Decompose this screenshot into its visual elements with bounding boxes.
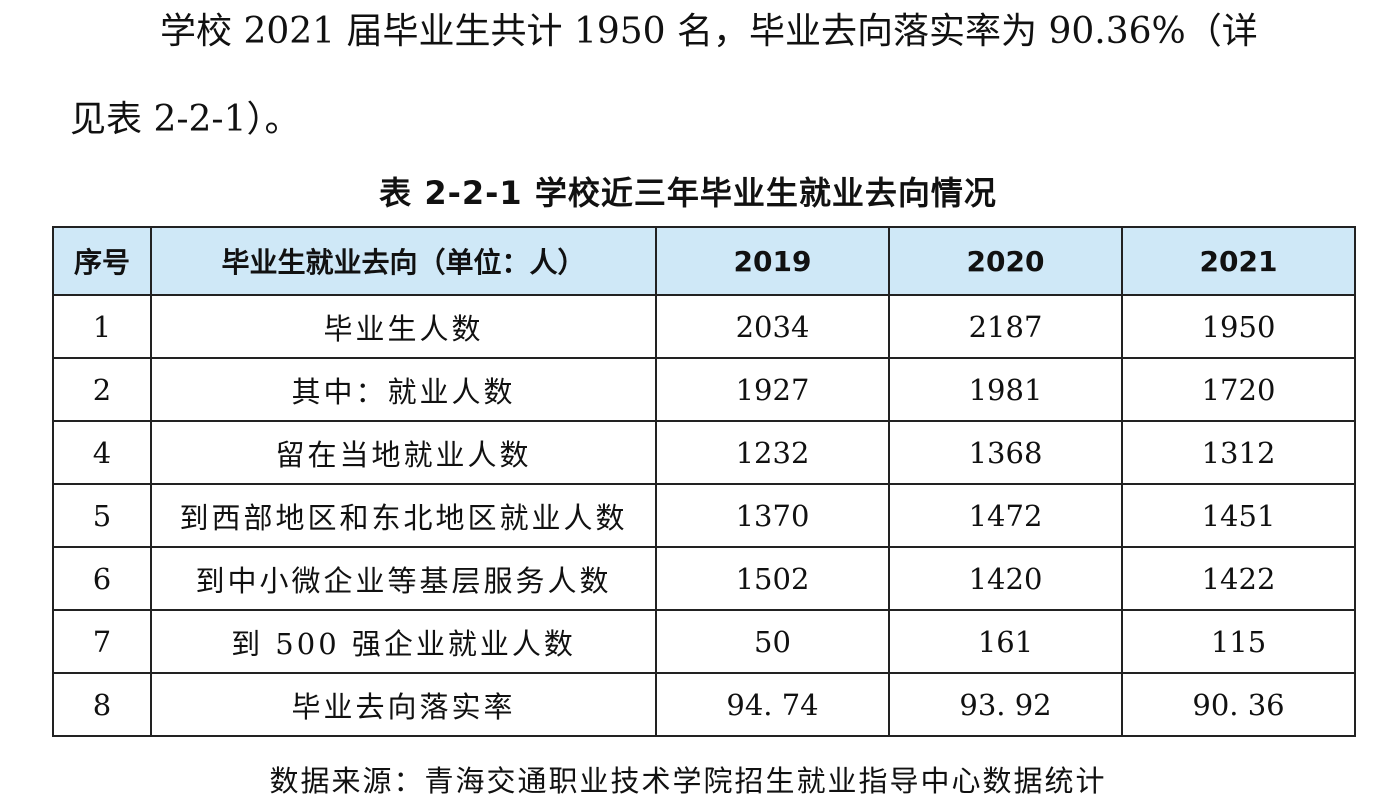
- cell-no: 1: [52, 294, 152, 359]
- cell-no: 2: [52, 357, 152, 422]
- cell-2021: 90. 36: [1121, 672, 1356, 737]
- table-row: 5 到西部地区和东北地区就业人数 1370 1472 1451: [52, 483, 1356, 548]
- cell-2021: 1422: [1121, 546, 1356, 611]
- cell-2019: 1927: [655, 357, 890, 422]
- table-row: 2 其中：就业人数 1927 1981 1720: [52, 357, 1356, 422]
- cell-2019: 94. 74: [655, 672, 890, 737]
- table-row: 8 毕业去向落实率 94. 74 93. 92 90. 36: [52, 672, 1356, 737]
- header-2020: 2020: [888, 226, 1123, 296]
- cell-2020: 1420: [888, 546, 1123, 611]
- cell-label: 到西部地区和东北地区就业人数: [150, 483, 657, 548]
- data-source-note: 数据来源：青海交通职业技术学院招生就业指导中心数据统计: [269, 764, 1107, 798]
- cell-2020: 2187: [888, 294, 1123, 359]
- cell-2021: 115: [1121, 609, 1356, 674]
- table-header-row: 序号 毕业生就业去向（单位：人） 2019 2020 2021: [52, 226, 1356, 296]
- cell-2019: 1502: [655, 546, 890, 611]
- table-caption: 表 2-2-1 学校近三年毕业生就业去向情况: [379, 174, 997, 212]
- cell-2021: 1720: [1121, 357, 1356, 422]
- cell-2020: 1368: [888, 420, 1123, 485]
- cell-no: 7: [52, 609, 152, 674]
- cell-2019: 50: [655, 609, 890, 674]
- cell-2021: 1451: [1121, 483, 1356, 548]
- cell-no: 6: [52, 546, 152, 611]
- cell-2019: 2034: [655, 294, 890, 359]
- cell-2019: 1232: [655, 420, 890, 485]
- cell-2021: 1950: [1121, 294, 1356, 359]
- employment-table: 序号 毕业生就业去向（单位：人） 2019 2020 2021 1 毕业生人数 …: [52, 226, 1356, 737]
- cell-2021: 1312: [1121, 420, 1356, 485]
- cell-2020: 1981: [888, 357, 1123, 422]
- header-2021: 2021: [1121, 226, 1356, 296]
- cell-label: 到中小微企业等基层服务人数: [150, 546, 657, 611]
- cell-label: 毕业去向落实率: [150, 672, 657, 737]
- cell-label: 其中：就业人数: [150, 357, 657, 422]
- header-destination: 毕业生就业去向（单位：人）: [150, 226, 657, 296]
- cell-label: 到 500 强企业就业人数: [150, 609, 657, 674]
- table-row: 4 留在当地就业人数 1232 1368 1312: [52, 420, 1356, 485]
- table-row: 6 到中小微企业等基层服务人数 1502 1420 1422: [52, 546, 1356, 611]
- cell-2020: 161: [888, 609, 1123, 674]
- paragraph-line-2: 见表 2-2-1）。: [70, 99, 301, 140]
- table-row: 7 到 500 强企业就业人数 50 161 115: [52, 609, 1356, 674]
- cell-2020: 1472: [888, 483, 1123, 548]
- paragraph-line-1: 学校 2021 届毕业生共计 1950 名，毕业去向落实率为 90.36%（详: [160, 11, 1258, 52]
- cell-no: 4: [52, 420, 152, 485]
- cell-no: 8: [52, 672, 152, 737]
- cell-label: 毕业生人数: [150, 294, 657, 359]
- cell-no: 5: [52, 483, 152, 548]
- cell-label: 留在当地就业人数: [150, 420, 657, 485]
- header-no: 序号: [52, 226, 152, 296]
- cell-2019: 1370: [655, 483, 890, 548]
- table-row: 1 毕业生人数 2034 2187 1950: [52, 294, 1356, 359]
- cell-2020: 93. 92: [888, 672, 1123, 737]
- header-2019: 2019: [655, 226, 890, 296]
